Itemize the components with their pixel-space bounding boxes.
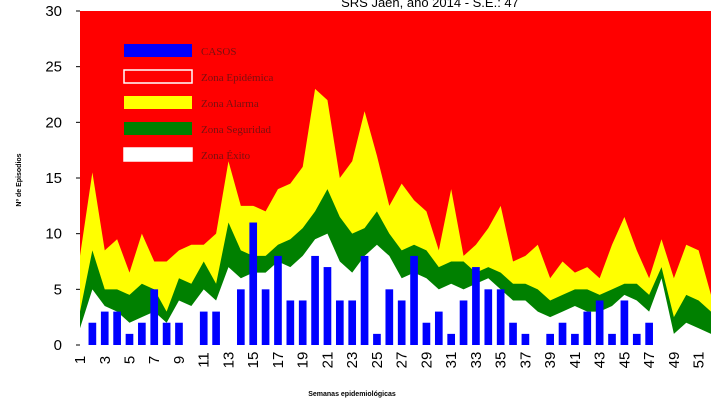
legend-swatch-zona-seguridad bbox=[124, 122, 192, 135]
legend-swatch-zona-epidemica bbox=[123, 69, 193, 84]
bar-week-18 bbox=[286, 300, 295, 345]
bar-week-9 bbox=[175, 322, 183, 345]
legend-label-zona-seguridad: Zona Seguridad bbox=[201, 124, 271, 136]
legend-swatch-zona-alarma bbox=[124, 96, 192, 109]
x-tick-label: 31 bbox=[443, 352, 460, 369]
bar-week-41 bbox=[571, 333, 579, 345]
bar-week-44 bbox=[608, 333, 616, 345]
x-tick-label: 17 bbox=[270, 352, 287, 369]
bar-week-26 bbox=[385, 289, 394, 345]
bar-week-7 bbox=[150, 289, 159, 345]
x-tick-label: 5 bbox=[121, 356, 138, 364]
y-tick-label: 10 bbox=[45, 226, 62, 243]
x-tick-label: 51 bbox=[691, 352, 708, 369]
bar-week-32 bbox=[459, 300, 468, 345]
x-tick-label: 25 bbox=[369, 352, 386, 369]
legend-label-casos: CASOS bbox=[201, 46, 236, 58]
x-tick-label: 45 bbox=[616, 352, 633, 369]
bar-week-24 bbox=[360, 255, 369, 345]
y-tick-label: 20 bbox=[45, 114, 62, 131]
x-tick-label: 35 bbox=[493, 352, 510, 369]
bar-week-3 bbox=[100, 311, 109, 345]
x-tick-label: 13 bbox=[220, 352, 237, 369]
bar-week-16 bbox=[261, 289, 270, 345]
bar-week-28 bbox=[410, 255, 418, 345]
x-tick-label: 41 bbox=[567, 352, 584, 369]
bar-week-39 bbox=[546, 333, 554, 345]
bar-week-46 bbox=[632, 333, 641, 345]
bar-week-40 bbox=[558, 322, 567, 345]
y-tick-label: 25 bbox=[45, 59, 62, 76]
legend: CASOS Zona Epidémica Zona Alarma Zona Segur… bbox=[123, 44, 274, 162]
x-tick-label: 11 bbox=[196, 352, 213, 368]
bar-week-27 bbox=[397, 300, 406, 345]
bar-week-20 bbox=[311, 255, 319, 345]
legend-swatch-casos bbox=[124, 44, 192, 57]
y-tick-label: 15 bbox=[45, 170, 62, 187]
y-tick-label: 0 bbox=[54, 337, 62, 354]
bar-week-47 bbox=[645, 322, 653, 345]
legend-label-zona-alarma: Zona Alarma bbox=[201, 98, 259, 110]
x-tick-label: 33 bbox=[468, 352, 485, 369]
bar-week-5 bbox=[125, 333, 134, 345]
bar-week-42 bbox=[583, 311, 592, 345]
x-tick-label: 19 bbox=[295, 352, 312, 369]
bar-week-31 bbox=[447, 333, 456, 345]
bar-week-4 bbox=[113, 311, 121, 345]
x-tick-label: 3 bbox=[97, 356, 114, 364]
bar-week-11 bbox=[199, 311, 208, 345]
x-tick-label: 1 bbox=[72, 356, 89, 364]
bar-week-35 bbox=[496, 289, 505, 345]
x-tick-label: 21 bbox=[319, 352, 336, 369]
x-tick-label: 9 bbox=[171, 356, 188, 364]
x-tick-label: 47 bbox=[641, 352, 658, 369]
legend-swatch-zona-exito bbox=[123, 147, 193, 162]
bar-week-21 bbox=[323, 267, 332, 345]
bar-week-19 bbox=[298, 300, 307, 345]
bar-week-29 bbox=[422, 322, 431, 345]
bar-week-6 bbox=[138, 322, 146, 345]
bar-week-12 bbox=[212, 311, 220, 345]
x-tick-label: 37 bbox=[517, 352, 534, 369]
bar-week-15 bbox=[249, 222, 258, 345]
bar-week-8 bbox=[162, 322, 171, 345]
chart-title: SRS Jaén, año 2014 - S.E.: 47 bbox=[341, 0, 519, 10]
x-tick-label: 23 bbox=[344, 352, 361, 369]
x-tick-label: 27 bbox=[394, 352, 411, 369]
x-tick-label: 39 bbox=[542, 352, 559, 369]
x-tick-label: 7 bbox=[146, 356, 163, 364]
bar-week-34 bbox=[484, 289, 493, 345]
bar-week-45 bbox=[620, 300, 629, 345]
bar-week-22 bbox=[335, 300, 344, 345]
bar-week-2 bbox=[88, 322, 97, 345]
bar-week-17 bbox=[274, 255, 282, 345]
x-tick-label: 49 bbox=[666, 352, 683, 369]
bar-week-23 bbox=[348, 300, 357, 345]
x-tick-label: 29 bbox=[418, 352, 435, 369]
x-tick-label: 43 bbox=[592, 352, 609, 369]
x-tick-label: 15 bbox=[245, 352, 262, 369]
bar-week-36 bbox=[509, 322, 517, 345]
bar-week-33 bbox=[472, 267, 480, 345]
y-tick-label: 30 bbox=[45, 3, 62, 20]
bar-week-37 bbox=[521, 333, 530, 345]
x-axis-label: Semanas epidemiológicas bbox=[308, 391, 396, 398]
plot-area bbox=[80, 11, 711, 346]
legend-label-zona-exito: Zona Éxito bbox=[201, 150, 251, 162]
legend-label-zona-epidemica: Zona Epidémica bbox=[201, 72, 274, 84]
bar-week-43 bbox=[595, 300, 604, 345]
y-axis-label: Nº de Episodios bbox=[16, 153, 23, 206]
y-tick-label: 5 bbox=[54, 281, 62, 298]
bar-week-30 bbox=[434, 311, 443, 345]
bar-week-25 bbox=[373, 333, 381, 345]
bar-week-14 bbox=[237, 289, 245, 345]
